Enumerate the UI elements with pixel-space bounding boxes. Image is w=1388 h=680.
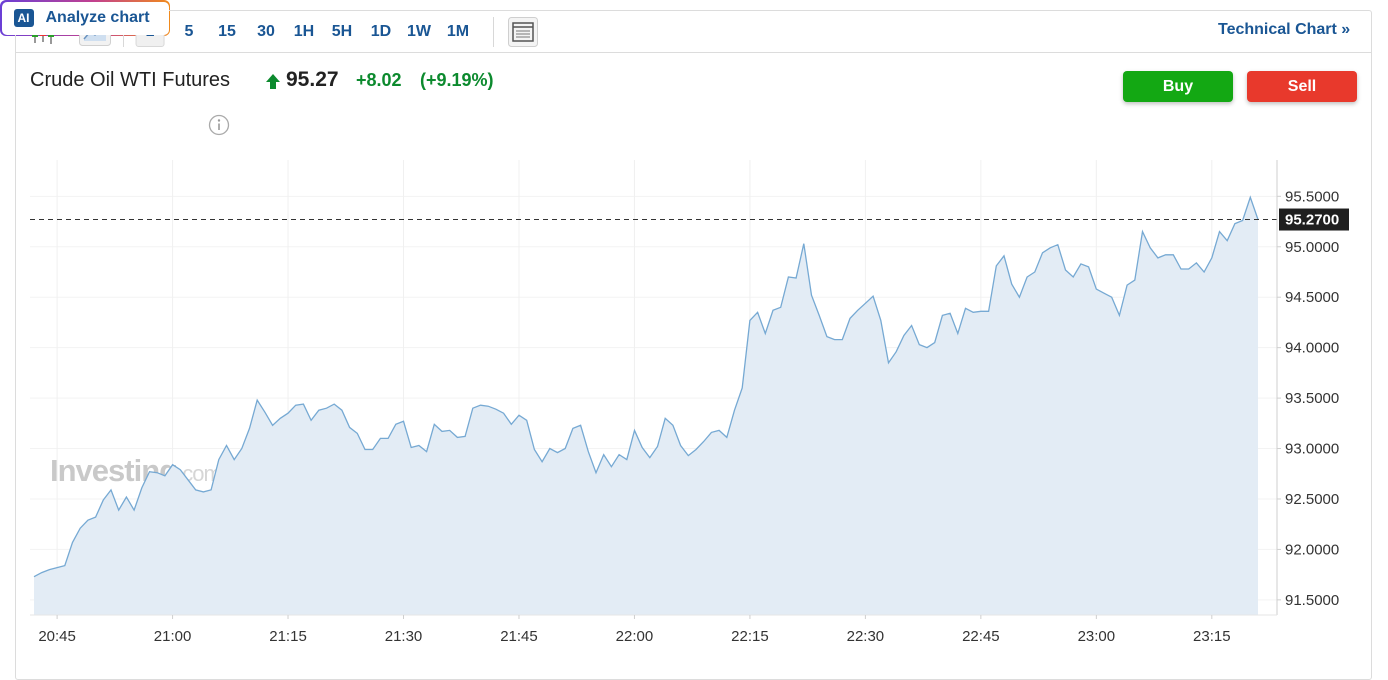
price-line [33,195,1259,578]
x-tick-label: 23:00 [1078,628,1116,645]
price-change-percent: (+9.19%) [420,70,494,90]
toolbar-divider [15,52,1372,53]
toolbar-separator [493,17,494,47]
plot [30,195,1277,616]
interval-button[interactable]: 30 [257,23,275,40]
instrument-name: Crude Oil WTI Futures [30,69,231,91]
x-tick-label: 22:15 [731,628,769,645]
last-price-box [1279,208,1349,231]
technical-chart-link[interactable]: Technical Chart » [1218,21,1351,38]
analyze-chart-label: Analyze chart [45,8,150,26]
analyze-chart-button[interactable]: AI Analyze chart [0,0,170,36]
y-tick-label: 91.5000 [1285,592,1339,609]
x-tick-label: 22:30 [847,628,885,645]
interval-button[interactable]: 15 [218,23,236,40]
buy-button[interactable]: Buy [1123,71,1233,102]
x-tick-label: 21:15 [269,628,307,645]
y-tick-label: 95.5000 [1285,188,1339,205]
x-tick-label: 21:00 [154,628,192,645]
interval-button[interactable]: 1M [446,23,470,40]
last-price-label: 95.2700 [1285,212,1339,229]
x-tick-label: 22:45 [962,628,1000,645]
y-tick-label: 93.0000 [1285,441,1339,458]
sell-button[interactable]: Sell [1247,71,1357,102]
layout-icon[interactable] [508,17,538,47]
x-tick-label: 22:00 [616,628,654,645]
y-tick-label: 92.5000 [1285,491,1339,508]
last-price: 95.27 [286,68,339,91]
ai-badge: AI [13,8,34,27]
analyze-chart-inner: AI Analyze chart [1,1,169,35]
x-tick-label: 21:45 [500,628,538,645]
info-icon[interactable] [208,114,230,136]
interval-button[interactable]: 5 [184,23,194,40]
y-tick-label: 92.0000 [1285,541,1339,558]
y-tick-label: 93.5000 [1285,390,1339,407]
y-tick-label: 95.0000 [1285,239,1339,256]
chart: Investing.com 95.500095.000094.500094.00… [30,160,1349,645]
x-tick-label: 20:45 [38,628,76,645]
interval-button[interactable]: 1D [370,23,392,40]
interval-button[interactable]: 1W [407,23,431,40]
y-tick-label: 94.0000 [1285,340,1339,357]
interval-button[interactable]: 1H [293,23,315,40]
x-tick-label: 23:15 [1193,628,1231,645]
price-change: +8.02 [356,70,402,90]
area-fill [34,197,1258,616]
up-arrow-icon [266,74,280,89]
y-tick-label: 94.5000 [1285,289,1339,306]
x-tick-label: 21:30 [385,628,423,645]
widget-frame [15,10,1372,680]
interval-button[interactable]: 5H [331,23,353,40]
